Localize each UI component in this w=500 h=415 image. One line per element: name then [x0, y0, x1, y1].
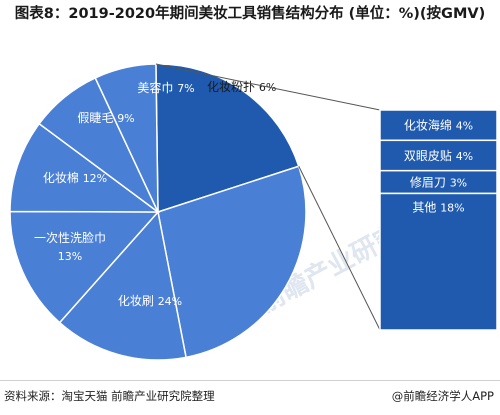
slice-label-name: 一次性洗脸巾 [34, 231, 106, 245]
breakdown-label-name: 其他 [412, 200, 440, 214]
connector-line [155, 63, 381, 111]
breakdown-label-value: 4% [456, 150, 473, 163]
pie-slice [157, 165, 307, 359]
slice-label: 假睫毛 9% [77, 111, 134, 125]
breakdown-label: 修眉刀 3% [410, 175, 467, 190]
breakdown-bar: 化妆海绵 4%双眼皮贴 4%修眉刀 3%其他 18% [379, 109, 498, 331]
slice-label-name: 假睫毛 [77, 111, 117, 125]
breakdown-label: 双眼皮贴 4% [404, 149, 473, 163]
breakdown-label: 其他 18% [412, 200, 464, 214]
slice-label-value: 24% [158, 295, 182, 308]
breakdown-label-value: 4% [456, 120, 473, 133]
footer: 资料来源：淘宝天猫 前瞻产业研究院整理 @前瞻经济学人APP [0, 380, 500, 415]
slice-label: 美容巾 7% [137, 80, 194, 95]
slice-label-name: 化妆粉扑 [207, 80, 259, 94]
connector-line [298, 166, 381, 331]
source-note: 资料来源：淘宝天猫 前瞻产业研究院整理 [4, 389, 215, 403]
pie-slice [94, 63, 159, 213]
breakdown-label-value: 18% [440, 201, 464, 214]
slice-label-name: 化妆刷 [118, 294, 158, 308]
slice-label-value: 9% [117, 112, 134, 125]
pie-slice [9, 122, 161, 213]
slice-label-name: 美容巾 [137, 80, 177, 95]
slice-label-value: 6% [259, 81, 276, 94]
slice-label-value: 13% [58, 250, 82, 263]
main-pie: 化妆刷 24% 一次性洗脸巾 13% 化妆棉 12% 假睫毛 9% 美容巾 7% 化妆粉扑 … [9, 63, 307, 361]
slice-label: 化妆刷 24% [118, 294, 182, 308]
breakdown-label-name: 双眼皮贴 [404, 149, 456, 163]
slice-label-value: 12% [83, 172, 107, 185]
slice-label-value: 7% [177, 82, 194, 95]
pie-slice [9, 210, 160, 324]
chart-title: 图表8：2019-2020年期间美妆工具销售结构分布 (单位：%)(按GMV) [14, 6, 486, 22]
pie-slice [155, 63, 300, 214]
breakdown-segment [379, 192, 498, 331]
breakdown-label-name: 化妆海绵 [404, 118, 456, 133]
connector-lines [155, 63, 381, 331]
brand-credit: @前瞻经济学人APP [391, 389, 494, 403]
pie-slice [58, 210, 187, 361]
slice-label: 化妆粉扑 6% [207, 80, 276, 94]
slice-label-name: 化妆棉 [43, 171, 83, 185]
slice-label: 化妆棉 12% [43, 171, 107, 185]
breakdown-label-name: 修眉刀 [410, 175, 450, 190]
breakdown-label-value: 3% [450, 177, 467, 190]
breakdown-label: 化妆海绵 4% [404, 118, 473, 133]
